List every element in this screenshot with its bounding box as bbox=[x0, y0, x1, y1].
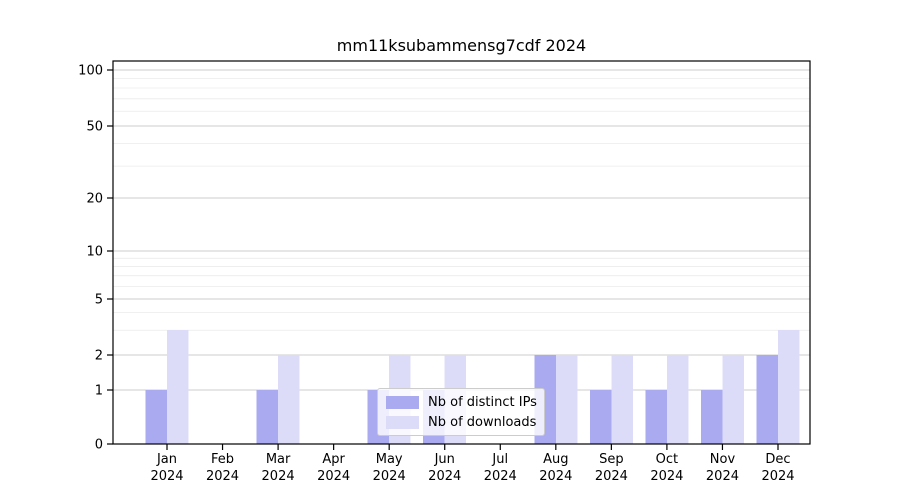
x-tick-label-year: 2024 bbox=[706, 469, 739, 484]
y-tick-label: 50 bbox=[86, 120, 103, 135]
bar-distinct-ips-nov bbox=[700, 390, 723, 444]
bar-downloads-aug bbox=[555, 355, 578, 444]
x-tick-label-month: May bbox=[376, 452, 403, 467]
x-tick-label-year: 2024 bbox=[595, 469, 628, 484]
x-tick-label-month: Oct bbox=[656, 452, 678, 467]
bar-downloads-nov bbox=[722, 355, 744, 444]
y-tick-label: 5 bbox=[95, 293, 103, 308]
bar-distinct-ips-jan bbox=[145, 390, 167, 444]
bar-downloads-oct bbox=[666, 355, 689, 444]
legend-item-downloads: Nb of downloads bbox=[386, 414, 536, 431]
bar-distinct-ips-dec bbox=[756, 355, 778, 444]
x-tick-label-year: 2024 bbox=[761, 469, 794, 484]
plot-box bbox=[112, 60, 811, 445]
legend-item-distinct-ips: Nb of distinct IPs bbox=[386, 394, 537, 411]
y-tick-label: 1 bbox=[95, 384, 103, 399]
y-tick-label: 0 bbox=[95, 438, 103, 453]
x-tick-label-month: Feb bbox=[211, 452, 234, 467]
x-tick-label-year: 2024 bbox=[262, 469, 295, 484]
legend-swatch-distinct-ips bbox=[386, 396, 419, 409]
legend-label-distinct-ips: Nb of distinct IPs bbox=[428, 395, 537, 410]
x-tick-label-year: 2024 bbox=[206, 469, 239, 484]
x-tick-label-year: 2024 bbox=[539, 469, 572, 484]
chart-title: mm11ksubammensg7cdf 2024 bbox=[336, 36, 587, 55]
bar-distinct-ips-oct bbox=[645, 390, 667, 444]
bar-distinct-ips-mar bbox=[256, 390, 279, 444]
legend: Nb of distinct IPs Nb of downloads bbox=[377, 388, 545, 436]
x-tick-label-year: 2024 bbox=[317, 469, 350, 484]
x-tick-label-year: 2024 bbox=[428, 469, 461, 484]
x-tick-label-month: Jan bbox=[156, 452, 177, 467]
x-tick-label-month: Dec bbox=[765, 452, 790, 467]
y-tick-label: 20 bbox=[86, 192, 103, 207]
x-tick-label-year: 2024 bbox=[150, 469, 183, 484]
x-tick-label-month: Nov bbox=[710, 452, 736, 467]
y-tick-label: 2 bbox=[95, 349, 103, 364]
x-tick-label-year: 2024 bbox=[650, 469, 683, 484]
bar-distinct-ips-sep bbox=[589, 390, 612, 444]
y-tick-label: 10 bbox=[86, 245, 103, 260]
y-tick-label: 100 bbox=[78, 64, 103, 79]
legend-swatch-downloads bbox=[386, 416, 419, 429]
x-tick-label-month: Apr bbox=[322, 452, 345, 467]
x-tick-label-month: Jul bbox=[491, 452, 508, 467]
x-tick-label-year: 2024 bbox=[484, 469, 517, 484]
x-tick-label-year: 2024 bbox=[373, 469, 406, 484]
legend-label-downloads: Nb of downloads bbox=[428, 415, 537, 430]
x-tick-label-month: Jun bbox=[434, 452, 455, 467]
x-tick-label-month: Mar bbox=[266, 452, 291, 467]
bar-downloads-sep bbox=[611, 355, 633, 444]
x-tick-label-month: Aug bbox=[543, 452, 568, 467]
bar-downloads-jan bbox=[167, 330, 189, 444]
bar-downloads-dec bbox=[778, 330, 800, 444]
bar-downloads-mar bbox=[278, 355, 300, 444]
x-tick-label-month: Sep bbox=[599, 452, 624, 467]
